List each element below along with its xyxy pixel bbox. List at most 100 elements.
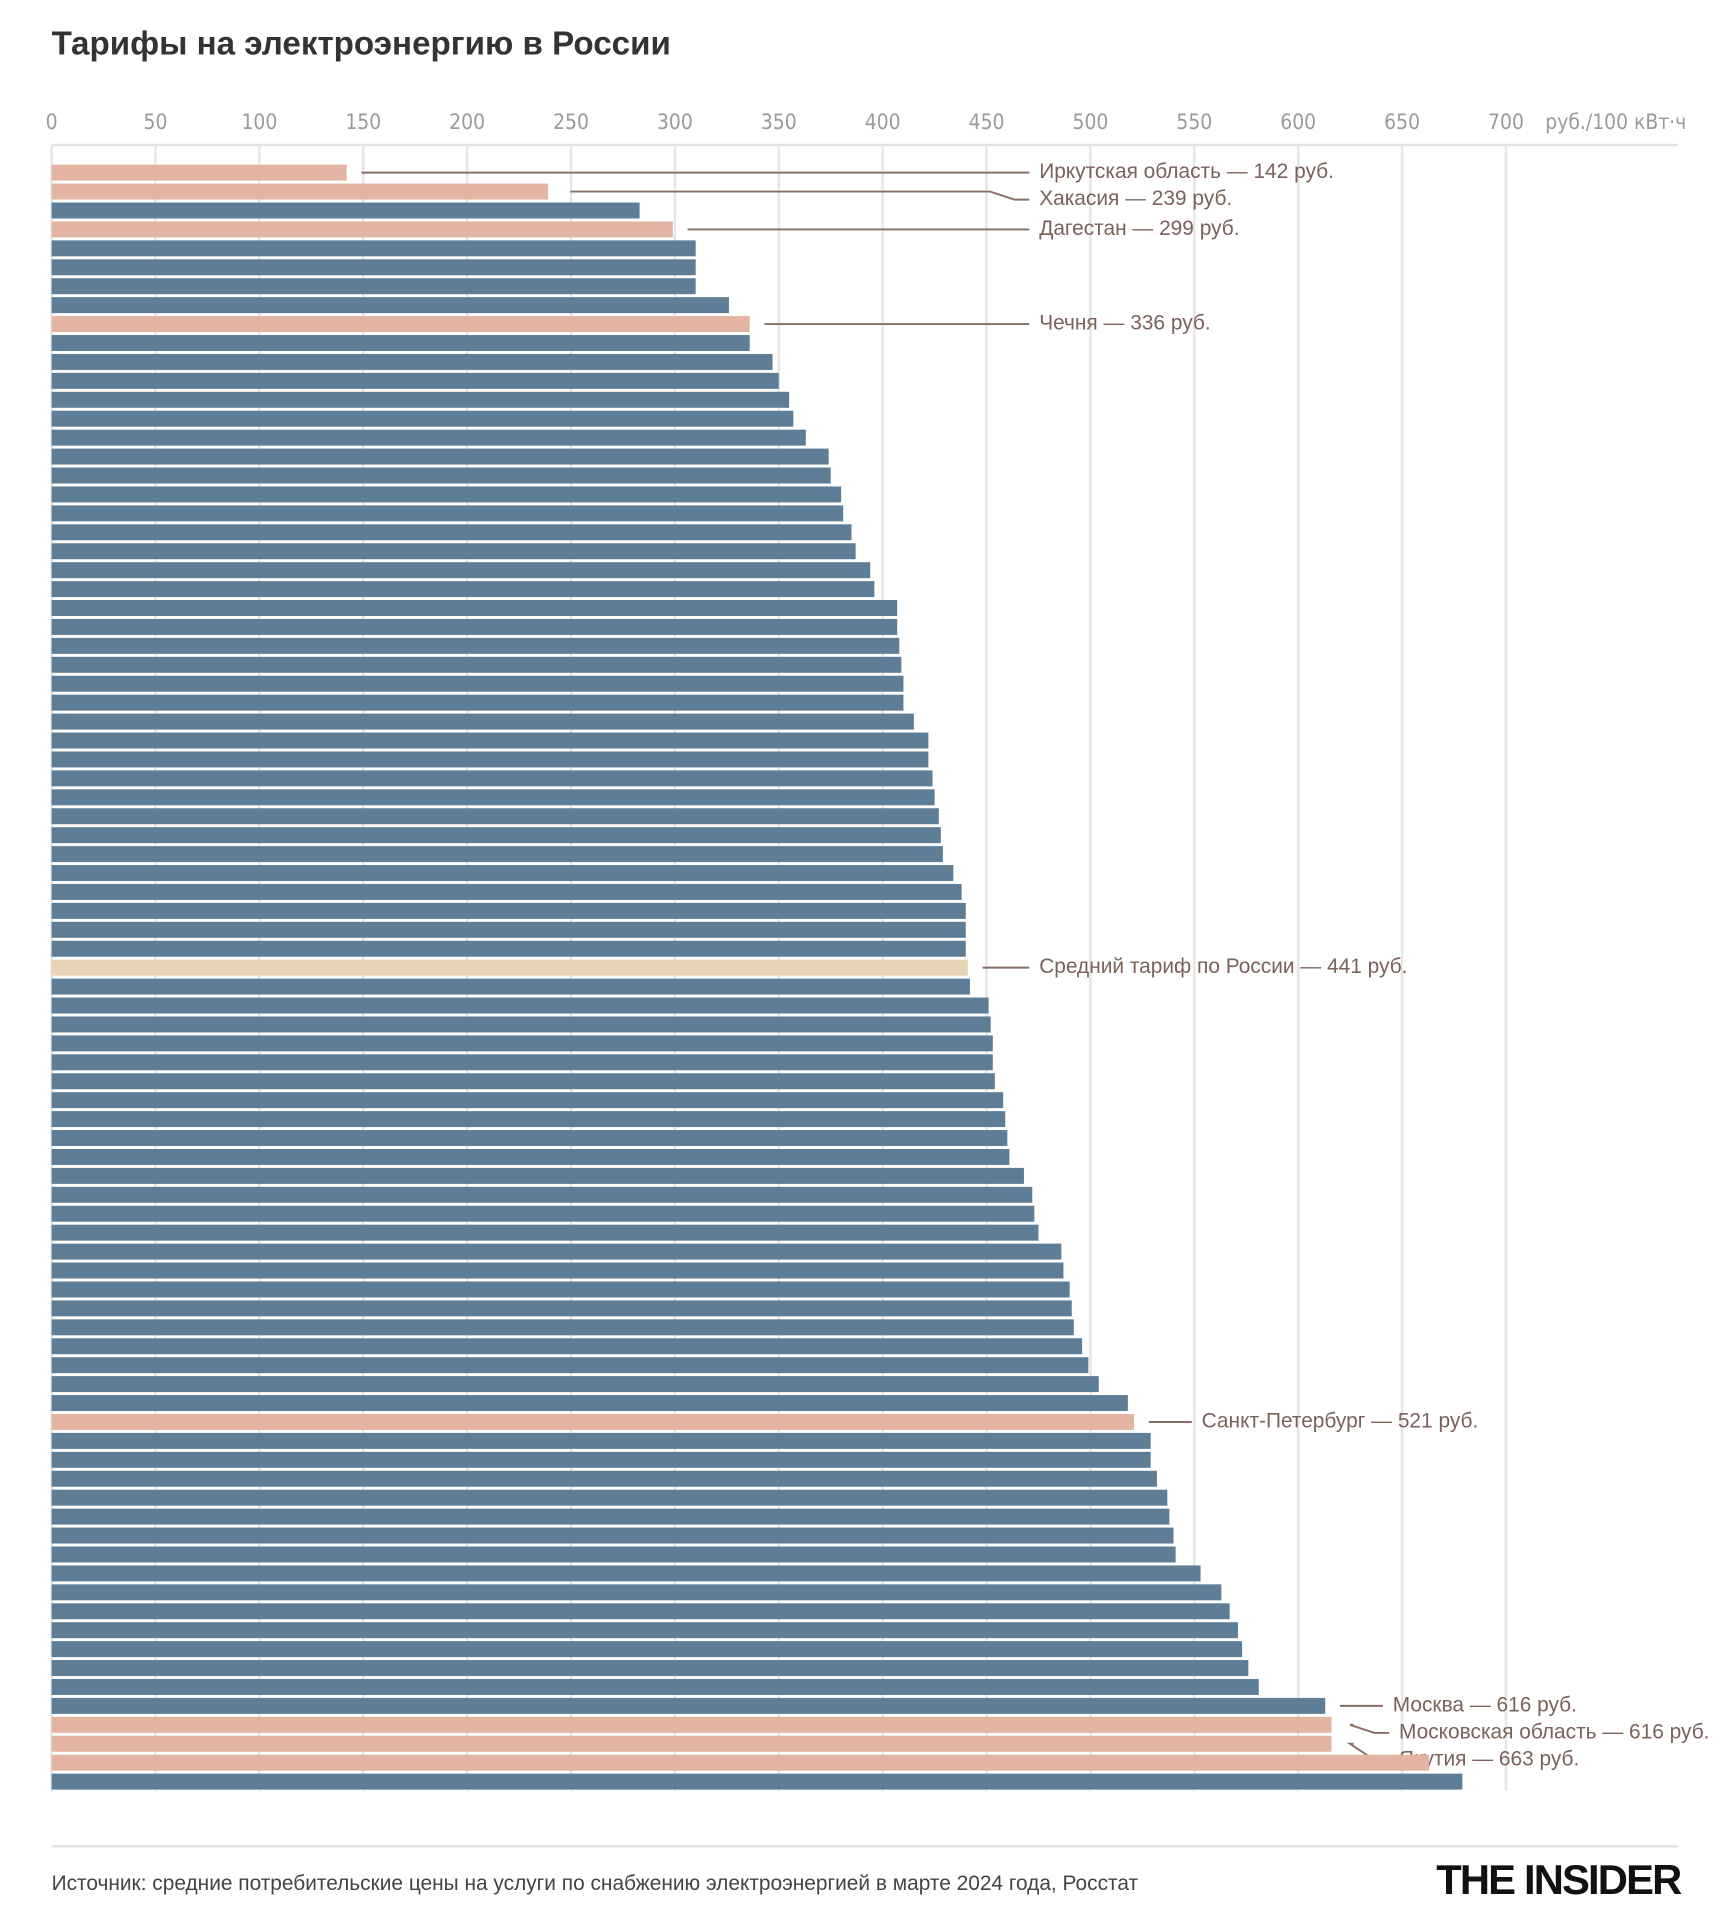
bar (51, 467, 831, 484)
bar (51, 353, 773, 370)
bar (51, 1527, 1174, 1544)
bar (51, 1470, 1157, 1487)
bar (51, 1716, 1332, 1733)
source: Источник: средние потребительские цены н… (52, 1872, 1139, 1895)
bar (51, 1641, 1243, 1658)
bar (51, 600, 898, 616)
x-tick-label: 300 (657, 110, 693, 134)
bar (51, 789, 935, 806)
bar (51, 1016, 991, 1033)
bar (51, 1376, 1099, 1393)
chart-title: Тарифы на электроэнергию в России (52, 25, 671, 62)
bar (51, 221, 673, 238)
annotation: Дагестан — 299 руб. (1039, 217, 1239, 240)
x-tick-label: 100 (241, 110, 277, 134)
bar (51, 1130, 1008, 1147)
bar (51, 1660, 1249, 1677)
bar (51, 581, 875, 598)
bar (51, 486, 842, 503)
annotation: Иркутская область — 142 руб. (1039, 160, 1334, 183)
bar (51, 524, 852, 541)
bar (51, 940, 966, 957)
x-tick-label: 50 (144, 110, 168, 134)
bar (51, 1281, 1070, 1298)
bar (51, 846, 943, 863)
x-tick-label: 700 (1488, 110, 1524, 134)
bar (51, 448, 829, 465)
bar (51, 1622, 1238, 1639)
bar (51, 1035, 993, 1052)
bar (51, 883, 962, 900)
bar (51, 1262, 1064, 1279)
bar (51, 1205, 1035, 1222)
bar (51, 1300, 1072, 1317)
bar (51, 1451, 1151, 1468)
annotation: Средний тариф по России — 441 руб. (1039, 955, 1407, 978)
bar (51, 240, 696, 257)
leader-line (1349, 1723, 1390, 1734)
bar (51, 694, 904, 711)
bar (51, 202, 640, 219)
bar (51, 1413, 1135, 1430)
bar (51, 675, 904, 692)
bar (51, 1148, 1010, 1165)
bar (51, 1243, 1062, 1260)
bar (51, 751, 929, 768)
bar (51, 656, 902, 673)
bar (51, 713, 914, 730)
bar (51, 505, 844, 522)
bar (51, 1565, 1201, 1582)
bar (51, 827, 941, 844)
bar (51, 1357, 1089, 1374)
x-tick-label: 400 (865, 110, 901, 134)
bar (51, 1395, 1128, 1412)
bar (51, 637, 900, 654)
bar (51, 164, 347, 181)
bar (51, 429, 806, 446)
bar (51, 959, 968, 976)
annotation: Санкт-Петербург — 521 руб. (1202, 1409, 1479, 1432)
bar (51, 562, 871, 579)
bar (51, 808, 939, 825)
bar (51, 770, 933, 787)
bar (51, 997, 989, 1014)
bar (51, 865, 954, 882)
bar (51, 1584, 1222, 1601)
x-tick-label: 350 (761, 110, 797, 134)
x-tick-label: 250 (553, 110, 589, 134)
bar (51, 1678, 1259, 1695)
bar (51, 297, 729, 314)
bar (51, 391, 790, 408)
x-tick-label: 600 (1280, 110, 1316, 134)
bar (51, 1773, 1463, 1790)
bar (51, 1508, 1170, 1525)
bar (51, 1735, 1332, 1752)
bar (51, 543, 856, 560)
bar (51, 1092, 1004, 1109)
x-tick-label: 550 (1176, 110, 1212, 134)
bar (51, 978, 970, 995)
unit-label: руб./100 кВт·ч (1545, 110, 1686, 134)
bar (51, 902, 966, 919)
bar (51, 410, 794, 427)
bar (51, 372, 779, 389)
leader-line (570, 190, 1030, 201)
annotation: Москва — 616 руб. (1393, 1693, 1577, 1716)
annotation: Московская область — 616 руб. (1399, 1720, 1709, 1743)
annotation: Якутия — 663 руб. (1399, 1747, 1579, 1770)
bar (51, 921, 966, 938)
bar (51, 1338, 1083, 1355)
x-tick-label: 0 (46, 110, 58, 134)
bar (51, 1546, 1176, 1563)
bar (51, 1186, 1033, 1203)
bar (51, 618, 898, 635)
bar (51, 278, 696, 295)
bar (51, 1073, 995, 1090)
logo: THE INSIDER (1436, 1856, 1682, 1903)
x-tick-label: 450 (969, 110, 1005, 134)
bar (51, 1432, 1151, 1449)
bar (51, 335, 750, 351)
bar (51, 1754, 1430, 1771)
bar (51, 1697, 1326, 1714)
